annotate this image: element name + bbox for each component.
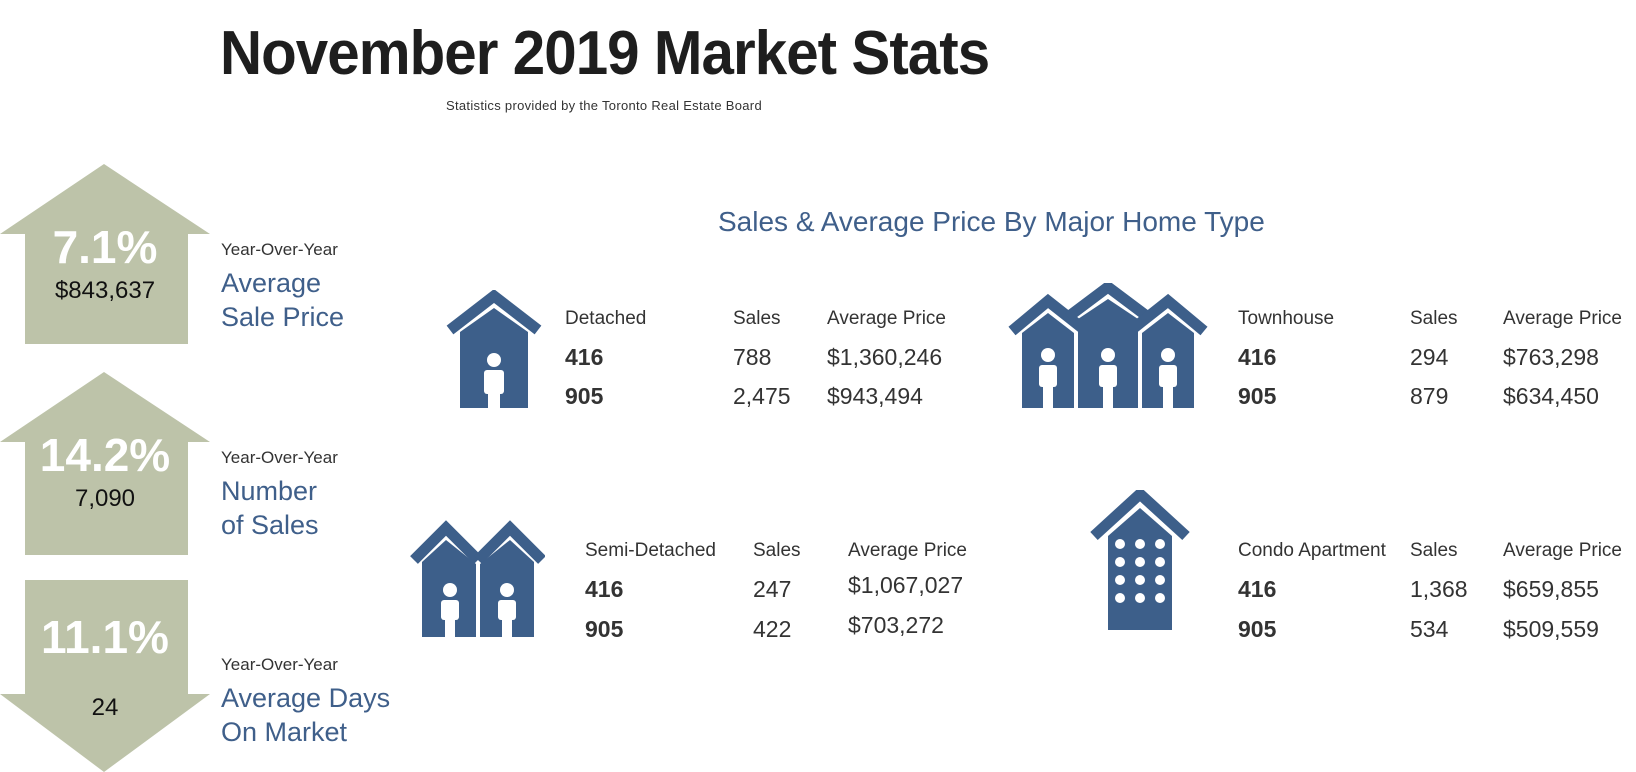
- price-header: Average Price: [848, 540, 967, 561]
- price-value: $703,272: [848, 612, 944, 638]
- type-label: Condo Apartment: [1238, 540, 1386, 561]
- sales-value: 788: [733, 344, 772, 370]
- sales-value: 534: [1410, 616, 1449, 642]
- region-label: 416: [1238, 344, 1277, 370]
- page-title: November 2019 Market Stats: [220, 19, 990, 88]
- metric-value: 7,090: [74, 485, 136, 512]
- page-subtitle: Statistics provided by the Toronto Real …: [446, 98, 762, 113]
- price-header: Average Price: [1503, 540, 1622, 561]
- metric-label-line1: Average Days: [221, 683, 391, 713]
- price-value: $634,450: [1503, 383, 1599, 409]
- metric-percent: 7.1%: [52, 221, 158, 273]
- region-label: 905: [585, 616, 624, 642]
- price-header: Average Price: [1503, 308, 1622, 329]
- metric-percent: 11.1%: [41, 611, 169, 663]
- sales-value: 879: [1410, 383, 1449, 409]
- price-value: $1,360,246: [827, 344, 943, 370]
- sales-header: Sales: [1410, 308, 1458, 329]
- up-arrow-icon: 14.2% 7,090: [0, 370, 210, 555]
- region-label: 905: [565, 383, 604, 409]
- semi-detached-house-icon: [410, 512, 546, 642]
- metric-label-yoy: Year-Over-Year: [221, 655, 338, 674]
- metric-label-line1: Average: [221, 268, 322, 298]
- price-value: $509,559: [1503, 616, 1599, 642]
- type-label: Detached: [565, 308, 647, 329]
- sales-header: Sales: [733, 308, 781, 329]
- section-title: Sales & Average Price By Major Home Type: [718, 206, 1265, 237]
- sales-header: Sales: [753, 540, 801, 561]
- price-value: $659,855: [1503, 576, 1599, 602]
- price-value: $1,067,027: [848, 572, 964, 598]
- region-label: 416: [1238, 576, 1277, 602]
- metric-label: Year-Over-Year Number of Sales: [221, 448, 338, 542]
- sales-value: 1,368: [1410, 576, 1468, 602]
- metric-value: $843,637: [54, 277, 156, 304]
- sales-header: Sales: [1410, 540, 1458, 561]
- sales-value: 2,475: [733, 383, 791, 409]
- metric-value: 24: [91, 694, 119, 721]
- sales-value: 247: [753, 576, 792, 602]
- townhouse-icon: [1008, 280, 1208, 413]
- sales-value: 294: [1410, 344, 1449, 370]
- metric-label-yoy: Year-Over-Year: [221, 240, 338, 259]
- type-label: Semi-Detached: [585, 540, 716, 561]
- metric-percent: 14.2%: [39, 429, 171, 481]
- region-label: 905: [1238, 383, 1277, 409]
- metric-label-line2: of Sales: [221, 510, 319, 540]
- up-arrow-icon: 7.1% $843,637: [0, 162, 210, 344]
- sales-value: 422: [753, 616, 792, 642]
- region-label: 416: [585, 576, 624, 602]
- region-label: 416: [565, 344, 604, 370]
- metric-label-line1: Number: [221, 476, 318, 506]
- condo-building-icon: [1090, 486, 1190, 635]
- down-arrow-icon: 11.1% 24: [0, 580, 210, 772]
- metric-label-line2: On Market: [221, 717, 348, 747]
- price-value: $763,298: [1503, 344, 1599, 370]
- region-label: 905: [1238, 616, 1277, 642]
- price-header: Average Price: [827, 308, 946, 329]
- type-label: Townhouse: [1238, 308, 1335, 329]
- metric-label-line2: Sale Price: [221, 302, 345, 332]
- price-value: $943,494: [827, 383, 923, 409]
- detached-house-icon: [444, 289, 544, 413]
- metric-label: Year-Over-Year Average Days On Market: [221, 655, 390, 749]
- metric-label: Year-Over-Year Average Sale Price: [221, 240, 344, 334]
- metric-label-yoy: Year-Over-Year: [221, 448, 338, 467]
